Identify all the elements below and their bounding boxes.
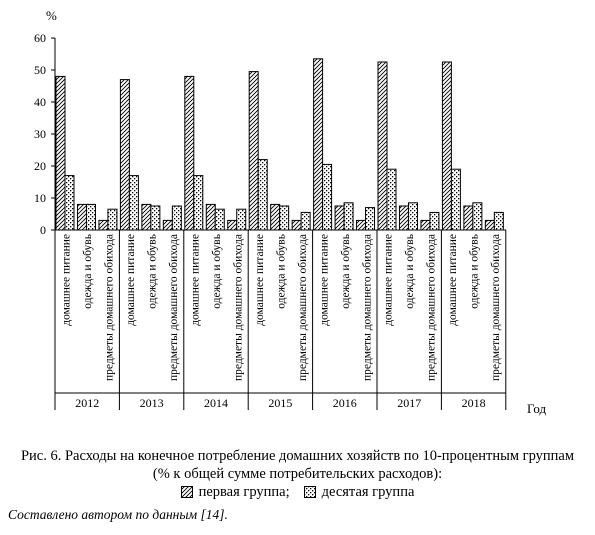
bar-first-group xyxy=(377,61,388,231)
bars xyxy=(55,58,504,231)
legend: первая группа; десятая группа xyxy=(0,483,595,501)
bar-tenth-group xyxy=(279,205,290,231)
y-tick-label: 0 xyxy=(40,223,46,237)
bar-first-group xyxy=(162,219,173,231)
legend-item-first-group: первая группа; xyxy=(180,483,290,501)
bar-tenth-group xyxy=(128,175,139,231)
bar-first-group xyxy=(227,219,238,231)
x-category-label: домашнее питание xyxy=(318,234,330,326)
bar-tenth-group xyxy=(407,202,418,231)
bar-first-group xyxy=(248,71,259,231)
x-category-label: предметы домашнего обихода xyxy=(426,234,438,381)
x-category-label: домашнее питание xyxy=(447,234,459,326)
bar-tenth-group xyxy=(107,208,118,231)
bar-tenth-group xyxy=(343,202,354,231)
bar-first-group xyxy=(184,75,195,231)
y-unit-label: % xyxy=(46,8,57,23)
bar-first-group xyxy=(76,203,87,231)
bar-first-group xyxy=(463,205,474,231)
x-category-label: предметы домашнего обихода xyxy=(232,234,244,381)
year-label: 2016 xyxy=(333,396,357,410)
bar-tenth-group xyxy=(193,175,204,231)
legend-swatch-hatched xyxy=(180,486,193,498)
x-category-label: одежда и обувь xyxy=(469,234,481,309)
x-category-label: одежда и обувь xyxy=(275,234,287,309)
bar-tenth-group xyxy=(322,163,333,231)
x-category-label: одежда и обувь xyxy=(211,234,223,309)
y-tick-label: 20 xyxy=(34,159,46,173)
bar-tenth-group xyxy=(300,211,311,231)
bar-first-group xyxy=(313,58,324,231)
year-label: 2018 xyxy=(462,396,486,410)
bar-tenth-group xyxy=(171,205,182,231)
y-tick-label: 10 xyxy=(34,191,46,205)
figure-caption-line2: (% к общей сумме потребительских расходо… xyxy=(152,466,443,482)
bar-tenth-group xyxy=(429,211,440,231)
legend-label-tenth-group: десятая группа xyxy=(321,483,415,500)
x-category-label: одежда и обувь xyxy=(147,234,159,309)
source-note: Составлено автором по данным [14]. xyxy=(8,507,228,522)
x-category-label: одежда и обувь xyxy=(340,234,352,309)
bar-tenth-group xyxy=(214,208,225,231)
bar-first-group xyxy=(141,203,152,231)
x-category-label: предметы домашнего обихода xyxy=(104,234,116,381)
x-axis-labels: домашнее питание одежда и обувь предметы д… xyxy=(61,234,502,381)
bar-first-group xyxy=(119,79,130,231)
bar-tenth-group xyxy=(236,208,247,231)
bar-first-group xyxy=(484,219,495,231)
year-label: 2017 xyxy=(397,396,421,410)
legend-item-tenth-group: десятая группа xyxy=(303,483,415,501)
y-axis-ticks: 0 10 20 30 40 50 60 xyxy=(34,31,55,237)
x-category-label: одежда и обувь xyxy=(404,234,416,309)
bar-tenth-group xyxy=(64,175,75,231)
y-tick-label: 60 xyxy=(34,31,46,45)
bar-first-group xyxy=(291,219,302,231)
y-tick-label: 30 xyxy=(34,127,46,141)
bar-first-group xyxy=(441,61,452,231)
bar-tenth-group xyxy=(365,207,376,231)
x-category-label: домашнее питание xyxy=(254,234,266,326)
x-category-label: домашнее питание xyxy=(61,234,73,326)
bar-tenth-group xyxy=(493,211,504,231)
x-category-label: домашнее питание xyxy=(125,234,137,326)
bar-first-group xyxy=(205,203,216,231)
year-label: 2014 xyxy=(204,396,228,410)
bar-tenth-group xyxy=(85,203,96,231)
bar-first-group xyxy=(270,203,281,231)
y-tick-label: 40 xyxy=(34,95,46,109)
x-category-label: одежда и обувь xyxy=(82,234,94,309)
x-category-label: предметы домашнего обихода xyxy=(168,234,180,381)
year-labels: 2012 2013 2014 2015 2016 2017 2018 xyxy=(54,230,507,410)
bar-first-group xyxy=(356,219,367,231)
x-axis-title: Год xyxy=(527,401,546,416)
year-label: 2012 xyxy=(75,396,99,410)
bar-first-group xyxy=(98,219,109,231)
bar-first-group xyxy=(420,219,431,231)
bar-chart: % 0 10 20 30 40 50 60 домашнее питание одежда и… xyxy=(34,8,546,416)
year-label: 2015 xyxy=(268,396,292,410)
bar-tenth-group xyxy=(472,202,483,231)
x-category-label: предметы домашнего обихода xyxy=(297,234,309,381)
bar-tenth-group xyxy=(450,168,461,231)
bar-first-group xyxy=(55,75,66,231)
x-category-label: предметы домашнего обихода xyxy=(490,234,502,381)
bar-tenth-group xyxy=(257,159,268,231)
y-tick-label: 50 xyxy=(34,63,46,77)
x-category-label: предметы домашнего обихода xyxy=(361,234,373,381)
bar-tenth-group xyxy=(386,168,397,231)
figure-caption-line1: Рис. 6. Расходы на конечное потребление … xyxy=(20,448,575,464)
bar-first-group xyxy=(398,205,409,231)
year-label: 2013 xyxy=(140,396,164,410)
bar-first-group xyxy=(334,205,345,231)
legend-label-first-group: первая группа; xyxy=(198,483,290,500)
x-category-label: домашнее питание xyxy=(190,234,202,326)
x-category-label: домашнее питание xyxy=(383,234,395,326)
legend-swatch-dotted xyxy=(303,486,316,498)
bar-tenth-group xyxy=(150,205,161,231)
